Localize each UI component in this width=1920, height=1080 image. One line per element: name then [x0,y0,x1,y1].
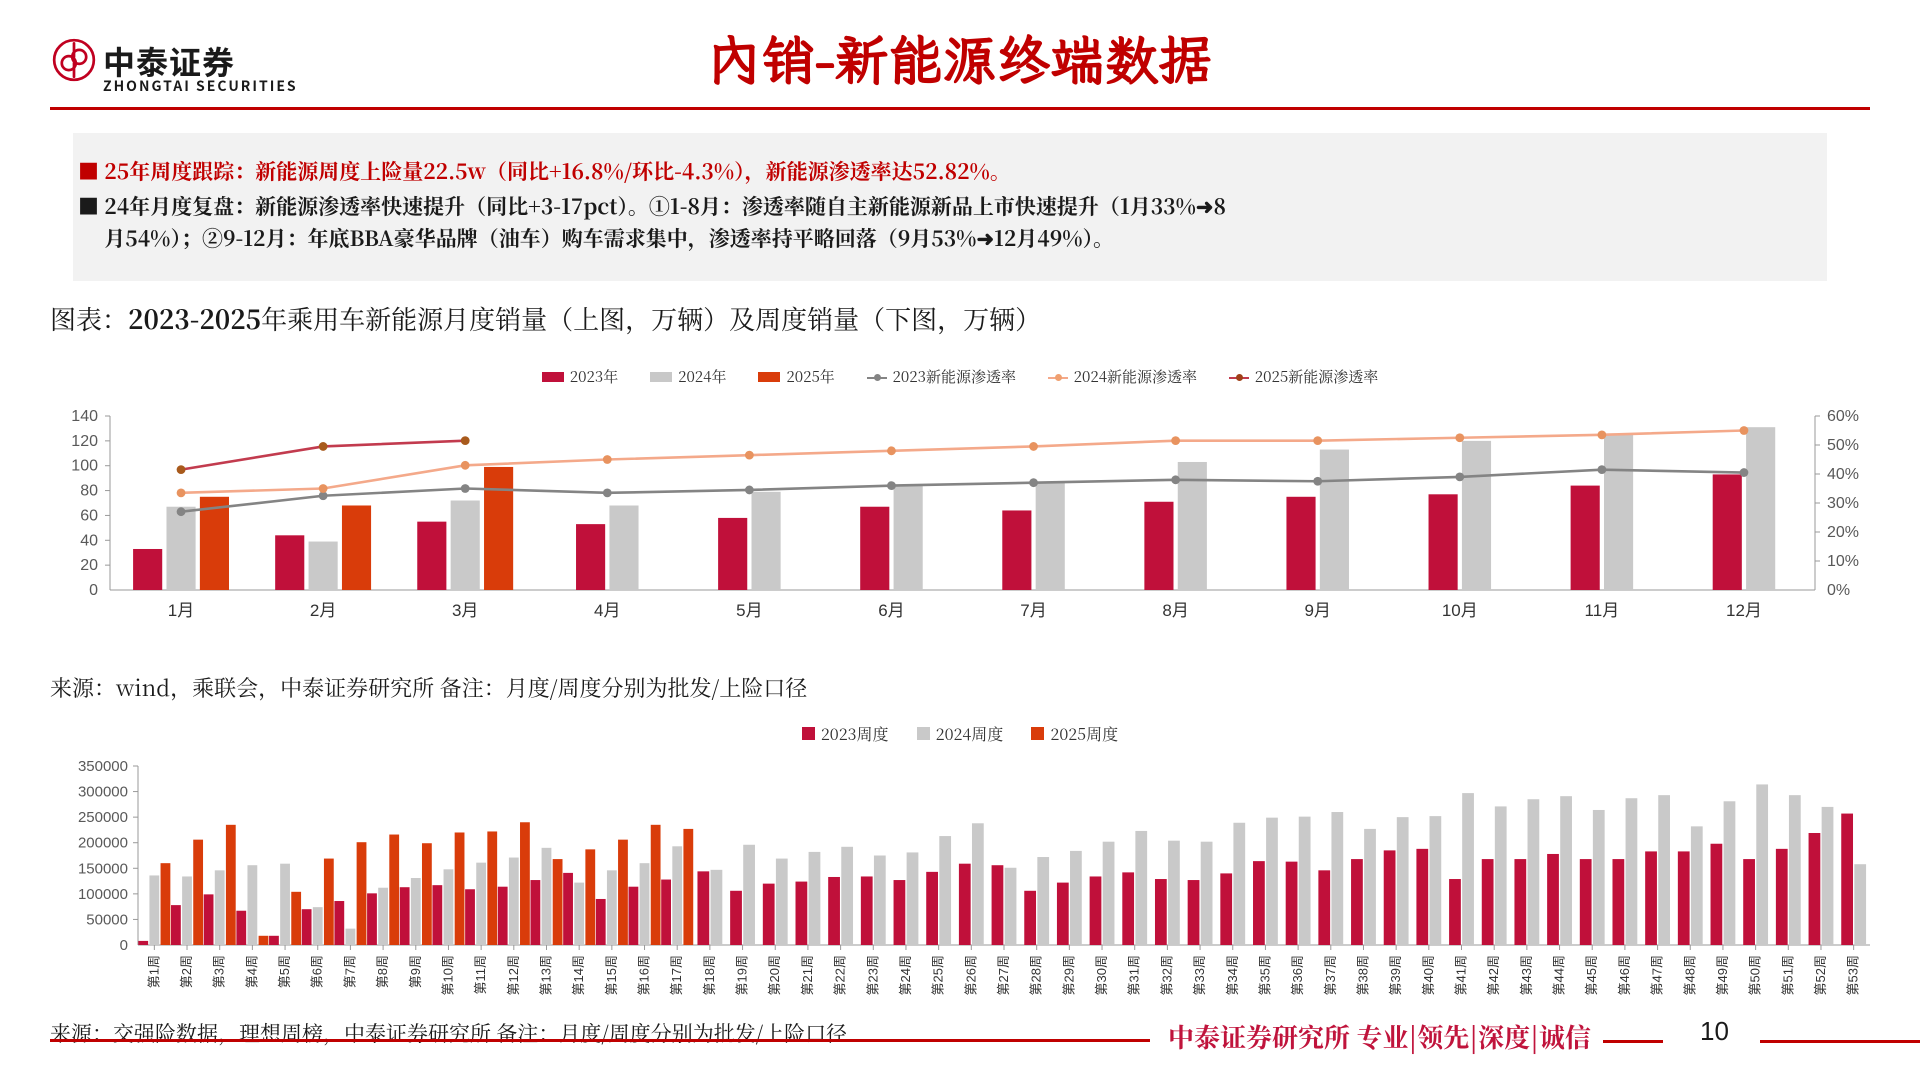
svg-text:第24周: 第24周 [898,955,913,995]
svg-text:4月: 4月 [594,601,620,618]
svg-text:0%: 0% [1827,582,1850,599]
svg-text:第41周: 第41周 [1454,955,1469,995]
svg-text:120: 120 [71,433,98,450]
svg-text:20: 20 [80,557,98,574]
svg-text:第3周: 第3周 [212,955,227,988]
svg-text:20%: 20% [1827,524,1859,541]
svg-text:第17周: 第17周 [669,955,684,995]
svg-text:第37周: 第37周 [1323,955,1338,995]
svg-text:第30周: 第30周 [1094,955,1109,995]
svg-text:第4周: 第4周 [244,955,259,988]
svg-text:350000: 350000 [78,758,128,775]
svg-text:第50周: 第50周 [1748,955,1763,995]
svg-text:11月: 11月 [1585,601,1620,618]
svg-text:第6周: 第6周 [310,955,325,988]
svg-text:140: 140 [71,408,98,425]
svg-text:10月: 10月 [1442,601,1478,618]
svg-text:0: 0 [89,582,98,599]
svg-text:8月: 8月 [1162,601,1188,618]
svg-text:第34周: 第34周 [1225,955,1240,995]
svg-text:第18周: 第18周 [702,955,717,995]
svg-text:第51周: 第51周 [1780,955,1795,995]
svg-text:第16周: 第16周 [637,955,652,995]
svg-text:第10周: 第10周 [440,955,455,995]
svg-text:2月: 2月 [310,601,336,618]
svg-text:12月: 12月 [1726,601,1762,618]
svg-text:第36周: 第36周 [1290,955,1305,995]
svg-text:60: 60 [80,507,98,524]
svg-text:100: 100 [71,458,98,475]
svg-text:第52周: 第52周 [1813,955,1828,995]
svg-text:第15周: 第15周 [604,955,619,995]
svg-text:第5周: 第5周 [277,955,292,988]
svg-text:第26周: 第26周 [963,955,978,995]
svg-text:第31周: 第31周 [1127,955,1142,995]
svg-text:第19周: 第19周 [735,955,750,995]
svg-text:第28周: 第28周 [1029,955,1044,995]
svg-text:第44周: 第44周 [1552,955,1567,995]
svg-text:第48周: 第48周 [1682,955,1697,995]
svg-text:第49周: 第49周 [1715,955,1730,995]
svg-text:第38周: 第38周 [1355,955,1370,995]
svg-text:第12周: 第12周 [506,955,521,995]
svg-text:第40周: 第40周 [1421,955,1436,995]
svg-text:第9周: 第9周 [408,955,423,988]
svg-text:第7周: 第7周 [342,955,357,988]
svg-text:40: 40 [80,532,98,549]
svg-text:第23周: 第23周 [865,955,880,995]
svg-text:第22周: 第22周 [833,955,848,995]
svg-text:60%: 60% [1827,408,1859,425]
svg-text:第13周: 第13周 [538,955,553,995]
svg-text:第47周: 第47周 [1650,955,1665,995]
svg-text:10%: 10% [1827,553,1859,570]
svg-text:第33周: 第33周 [1192,955,1207,995]
svg-text:第2周: 第2周 [179,955,194,988]
svg-text:第46周: 第46周 [1617,955,1632,995]
svg-text:第39周: 第39周 [1388,955,1403,995]
svg-text:第53周: 第53周 [1846,955,1861,995]
svg-text:第32周: 第32周 [1159,955,1174,995]
svg-text:第8周: 第8周 [375,955,390,988]
svg-text:40%: 40% [1827,466,1859,483]
svg-text:第1周: 第1周 [146,955,161,988]
svg-text:100000: 100000 [78,886,128,903]
svg-text:0: 0 [120,937,128,954]
svg-text:第35周: 第35周 [1257,955,1272,995]
svg-text:9月: 9月 [1304,601,1330,618]
svg-text:6月: 6月 [878,601,904,618]
svg-text:3月: 3月 [452,601,478,618]
svg-text:7月: 7月 [1020,601,1046,618]
svg-text:150000: 150000 [78,860,128,877]
svg-text:50000: 50000 [86,911,128,928]
svg-text:第43周: 第43周 [1519,955,1534,995]
svg-text:第14周: 第14周 [571,955,586,995]
svg-text:第11周: 第11周 [473,955,488,995]
svg-text:250000: 250000 [78,809,128,826]
svg-text:50%: 50% [1827,437,1859,454]
svg-text:80: 80 [80,483,98,500]
svg-text:5月: 5月 [736,601,762,618]
svg-text:第20周: 第20周 [767,955,782,995]
svg-text:第45周: 第45周 [1584,955,1599,995]
svg-text:第21周: 第21周 [800,955,815,995]
svg-text:200000: 200000 [78,835,128,852]
svg-text:1月: 1月 [168,601,194,618]
svg-text:第27周: 第27周 [996,955,1011,995]
svg-text:300000: 300000 [78,784,128,801]
svg-text:第29周: 第29周 [1061,955,1076,995]
svg-text:30%: 30% [1827,495,1859,512]
svg-text:第42周: 第42周 [1486,955,1501,995]
svg-text:第25周: 第25周 [931,955,946,995]
